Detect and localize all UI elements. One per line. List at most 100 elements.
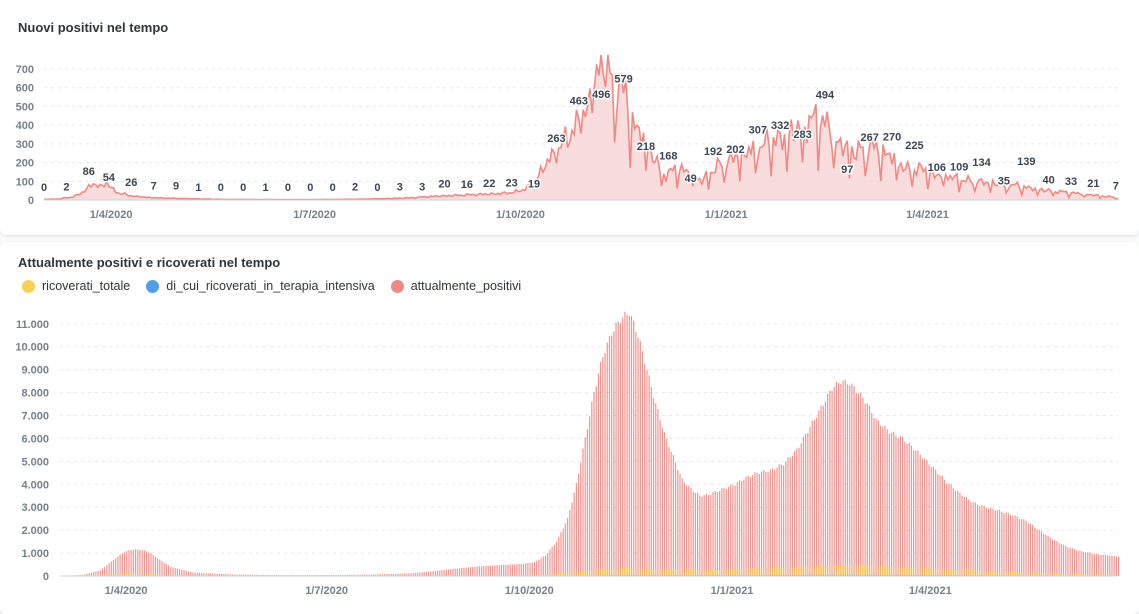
bar-attualmente-positivi [510,564,511,576]
data-label: 16 [461,179,473,191]
bar-attualmente-positivi [585,437,586,576]
bar-ricoverati-totale [833,565,834,576]
bar-attualmente-positivi [1070,548,1071,576]
bar-ricoverati-totale [763,568,764,576]
data-label: 263 [547,133,565,145]
bar-ricoverati-totale [780,568,781,576]
bar-attualmente-positivi [419,573,420,576]
bar-attualmente-positivi [1098,554,1099,576]
bar-attualmente-positivi [607,342,608,576]
bar-attualmente-positivi [144,550,145,576]
bar-ricoverati-totale [595,570,596,576]
data-label: 19 [528,178,540,190]
bar-attualmente-positivi [882,427,883,576]
data-label: 218 [637,141,655,153]
bar-ricoverati-totale [891,567,892,576]
bar-attualmente-positivi [948,484,949,576]
bar-ricoverati-totale [921,568,922,576]
bar-ricoverati-totale [710,570,711,577]
bar-ricoverati-totale [932,569,933,576]
bar-attualmente-positivi [552,547,553,576]
bar-ricoverati-totale [701,569,702,576]
bar-ricoverati-totale [571,572,572,576]
bar-attualmente-positivi [444,570,445,576]
bar-ricoverati-totale [628,568,629,576]
bar-ricoverati-totale [875,566,876,576]
bar-attualmente-positivi [492,566,493,576]
bar-attualmente-positivi [655,403,656,576]
bar-ricoverati-totale [884,567,885,576]
y-tick-label: 8.000 [21,388,49,400]
bar-ricoverati-totale [675,569,676,576]
bar-attualmente-positivi [686,485,687,576]
y-tick-label: 6.000 [21,433,49,445]
bar-attualmente-positivi [188,571,189,576]
bar-ricoverati-totale [866,566,867,576]
bar-ricoverati-totale [811,566,812,576]
data-label: 1 [195,182,201,194]
bar-ricoverati-totale [994,571,995,576]
bar-attualmente-positivi [428,572,429,576]
bar-attualmente-positivi [743,480,744,576]
bar-ricoverati-totale [712,570,713,576]
data-label: 109 [950,162,968,174]
bar-ricoverati-totale [820,566,821,576]
bar-attualmente-positivi [1014,515,1015,576]
bar-ricoverati-totale [838,565,839,576]
bar-attualmente-positivi [124,553,125,577]
bar-attualmente-positivi [181,570,182,576]
bar-attualmente-positivi [521,564,522,576]
bar-attualmente-positivi [111,561,112,576]
bar-attualmente-positivi [133,550,134,576]
bar-attualmente-positivi [796,448,797,576]
bar-attualmente-positivi [501,565,502,576]
bar-ricoverati-totale [935,569,936,576]
data-label: 270 [883,131,901,143]
bar-attualmente-positivi [697,493,698,576]
bar-attualmente-positivi [108,563,109,576]
bar-attualmente-positivi [496,565,497,576]
bar-ricoverati-totale [880,566,881,576]
attualmente-positivi-chart[interactable]: 01.0002.0003.0004.0005.0006.0007.0008.00… [0,242,1139,614]
bar-ricoverati-totale [716,570,717,576]
bar-attualmente-positivi [653,398,654,576]
bar-ricoverati-totale [937,569,938,576]
bar-attualmente-positivi [507,565,508,576]
bar-ricoverati-totale [959,570,960,576]
bar-attualmente-positivi [514,564,515,576]
bar-attualmente-positivi [459,568,460,576]
bar-attualmente-positivi [421,572,422,576]
bar-ricoverati-totale [613,569,614,576]
bar-attualmente-positivi [153,555,154,576]
bar-attualmente-positivi [488,566,489,576]
bar-attualmente-positivi [1012,516,1013,576]
bar-ricoverati-totale [992,571,993,576]
bar-ricoverati-totale [644,569,645,576]
bar-attualmente-positivi [1083,552,1084,576]
bar-ricoverati-totale [668,569,669,576]
bar-attualmente-positivi [926,460,927,576]
bar-ricoverati-totale [619,568,620,576]
bar-attualmente-positivi [895,436,896,576]
bar-attualmente-positivi [1019,519,1020,576]
bar-ricoverati-totale [954,570,955,576]
bar-attualmente-positivi [816,418,817,576]
bar-attualmente-positivi [673,455,674,576]
bar-ricoverati-totale [840,565,841,576]
y-tick-label: 2.000 [21,525,49,537]
bar-attualmente-positivi [157,558,158,576]
bar-ricoverati-totale [606,569,607,576]
bar-ricoverati-totale [902,567,903,576]
bar-ricoverati-totale [963,570,964,576]
bar-attualmente-positivi [558,537,559,576]
bar-attualmente-positivi [1043,534,1044,576]
bar-ricoverati-totale [734,569,735,576]
bar-attualmente-positivi [721,488,722,576]
bar-attualmente-positivi [752,475,753,576]
data-label: 20 [438,178,450,190]
bar-attualmente-positivi [935,470,936,576]
bar-attualmente-positivi [596,386,597,576]
bar-ricoverati-totale [915,568,916,576]
bar-ricoverati-totale [985,571,986,576]
